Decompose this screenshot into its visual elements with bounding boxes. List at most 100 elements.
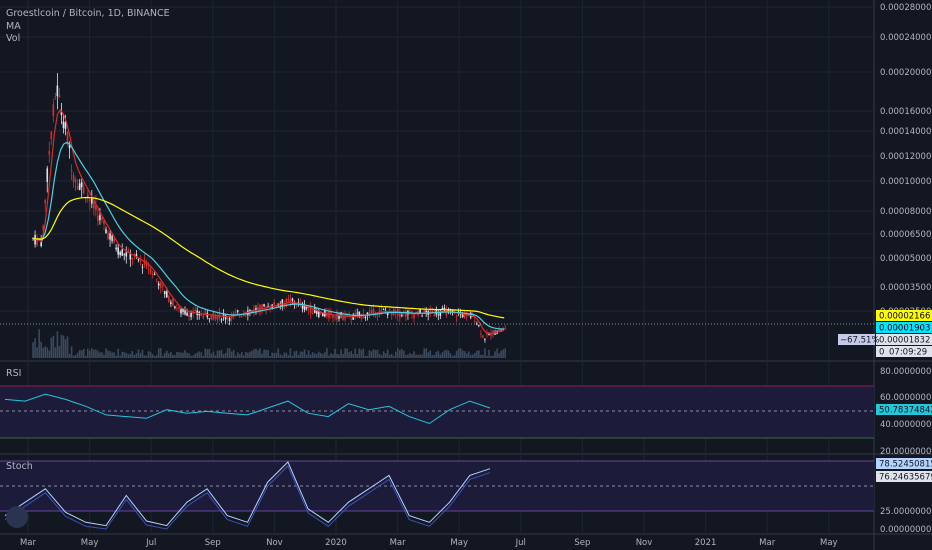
candle-body xyxy=(301,303,304,309)
volume-bar xyxy=(119,355,121,358)
volume-bar xyxy=(488,349,490,358)
candle-body xyxy=(103,220,105,225)
candle-body xyxy=(200,313,203,316)
candle-body xyxy=(107,232,109,239)
candle-body xyxy=(297,302,300,304)
volume-bar xyxy=(127,354,130,358)
candle-body xyxy=(317,310,320,317)
volume-bar xyxy=(188,353,190,358)
volume-bar xyxy=(232,349,235,358)
volume-bar xyxy=(218,350,221,358)
candle-body xyxy=(386,312,389,316)
volume-bar xyxy=(281,355,284,358)
candle-body xyxy=(461,313,464,318)
candle-body xyxy=(147,268,150,270)
time-axis-label: Nov xyxy=(636,538,653,548)
candle-body xyxy=(202,315,205,319)
candle-body xyxy=(261,304,263,310)
volume-bar xyxy=(317,351,320,358)
volume-bar xyxy=(399,349,401,358)
candle-body xyxy=(451,310,454,312)
candle-body xyxy=(97,215,99,221)
candle-body xyxy=(455,315,458,317)
volume-bar xyxy=(44,346,47,358)
volume-bar xyxy=(155,355,158,358)
candle-body xyxy=(263,304,265,307)
volume-bar xyxy=(315,353,318,358)
stoch-tick-label: 0.00000000 xyxy=(880,525,931,535)
candle-body xyxy=(89,199,91,201)
volume-bar xyxy=(151,354,154,358)
candle-body xyxy=(490,332,492,337)
volume-bar xyxy=(291,355,294,358)
candle-body xyxy=(84,199,87,201)
candle-body xyxy=(285,298,288,306)
candle-body xyxy=(56,85,59,97)
volume-bar xyxy=(176,351,178,358)
candle-body xyxy=(240,316,243,317)
stoch-title[interactable]: Stoch xyxy=(6,461,33,472)
stoch-k-bg xyxy=(876,458,932,469)
volume-bar xyxy=(322,354,324,358)
candle-body xyxy=(388,308,391,310)
vol-legend[interactable]: Vol xyxy=(6,33,21,44)
candle-body xyxy=(287,299,290,301)
candle-body xyxy=(121,249,124,256)
price-tick-label: 0.00028000 xyxy=(880,3,931,13)
volume-bar xyxy=(159,348,162,358)
volume-bar xyxy=(459,348,462,358)
volume-bar xyxy=(240,352,243,358)
candle-body xyxy=(415,311,417,313)
candle-body xyxy=(494,333,496,335)
rsi-band xyxy=(0,386,874,438)
volume-bar xyxy=(474,353,476,358)
volume-bar xyxy=(161,355,164,358)
volume-bar xyxy=(238,354,241,358)
volume-bar xyxy=(397,348,399,358)
volume-bar xyxy=(449,353,452,358)
candle-body xyxy=(492,330,494,335)
rsi-title[interactable]: RSI xyxy=(6,368,22,379)
rsi-tick-label: 40.00000000 xyxy=(880,420,932,430)
volume-bar xyxy=(170,351,172,358)
rsi-tick-label: 60.00000000 xyxy=(880,393,932,403)
candle-body xyxy=(204,310,207,314)
volume-bar xyxy=(46,347,49,358)
volume-bar xyxy=(224,353,227,358)
candle-body xyxy=(283,303,286,306)
volume-bar xyxy=(463,351,466,358)
candle-body xyxy=(226,317,229,319)
volume-bar xyxy=(388,354,391,358)
candle-body xyxy=(127,250,130,252)
volume-bar xyxy=(370,351,373,358)
stoch-k-line xyxy=(4,461,491,527)
volume-bar xyxy=(334,348,336,358)
volume-bar xyxy=(145,355,148,358)
candle-body xyxy=(182,308,184,312)
ma-legend[interactable]: MA xyxy=(6,21,21,32)
candle-body xyxy=(159,281,162,288)
candle-body xyxy=(218,312,221,318)
candle-body xyxy=(74,179,77,182)
candle-body xyxy=(48,150,51,155)
volume-bar xyxy=(38,329,40,358)
volume-bar xyxy=(174,355,176,358)
volume-bar xyxy=(101,352,103,358)
candle-body xyxy=(113,238,115,243)
stoch-d-label: 76.24635679 xyxy=(879,473,932,483)
candle-body xyxy=(257,307,259,310)
volume-bar xyxy=(198,351,201,358)
volume-bar xyxy=(62,335,65,358)
volume-bar xyxy=(368,350,371,358)
volume-bar xyxy=(40,341,42,358)
candle-body xyxy=(249,309,251,311)
candle-body xyxy=(346,313,348,318)
candle-body xyxy=(504,327,506,329)
candle-body xyxy=(125,252,128,257)
candle-body xyxy=(320,312,322,314)
candle-body xyxy=(498,329,500,332)
volume-bar xyxy=(289,348,292,358)
volume-bar xyxy=(89,350,91,358)
volume-bar xyxy=(133,354,136,358)
